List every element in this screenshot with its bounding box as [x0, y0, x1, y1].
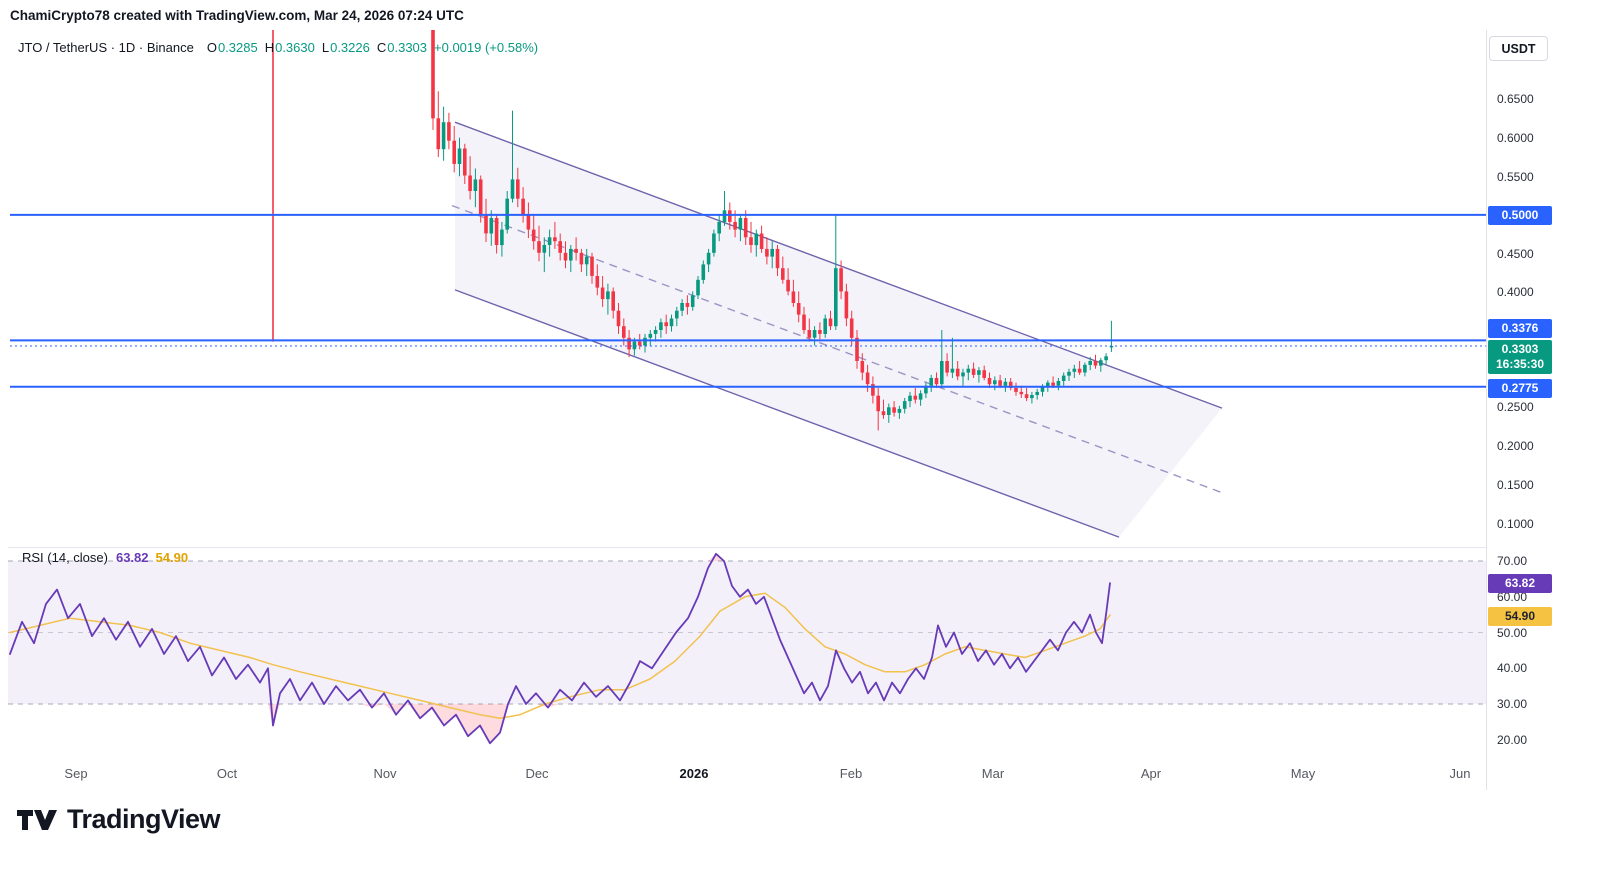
- rsi-pane[interactable]: [8, 548, 1486, 757]
- time-axis-label: Mar: [981, 766, 1005, 781]
- axis-label: 0.2000: [1497, 439, 1534, 453]
- rsi-svg: [8, 552, 1486, 745]
- ohlc-high-key: H: [264, 40, 275, 55]
- currency-toggle-button[interactable]: USDT: [1489, 36, 1548, 61]
- tradingview-logo-icon[interactable]: [16, 805, 58, 835]
- time-axis[interactable]: Sep Oct Nov Dec 2026 Feb Mar Apr May Jun: [0, 757, 1600, 793]
- axis-label: 40.00: [1497, 661, 1528, 675]
- price-badge: 0.3376: [1488, 318, 1552, 338]
- tradingview-wordmark[interactable]: TradingView: [67, 804, 221, 834]
- ohlc-close-value: 0.3303: [387, 40, 428, 55]
- ohlc-open-value: 0.3285: [217, 40, 258, 55]
- symbol-title[interactable]: JTO / TetherUS · 1D · Binance: [18, 40, 194, 55]
- axis-label: 50.00: [1497, 626, 1528, 640]
- price-badge: 63.82: [1488, 573, 1552, 593]
- time-axis-label: Apr: [1140, 766, 1162, 781]
- price-badge: 0.3303 16:35:30: [1488, 340, 1552, 374]
- rsi-current-value: 63.82: [115, 550, 149, 565]
- time-axis-label: Dec: [525, 766, 549, 781]
- axis-label: 0.1000: [1497, 517, 1534, 531]
- price-axis[interactable]: 0.6500 0.6000 0.5500 0.4500 0.4000 0.2500 0.20…: [1486, 30, 1600, 790]
- badge-line: 0.2775: [1501, 380, 1539, 395]
- badge-line: 16:35:30: [1495, 357, 1545, 371]
- time-axis-label: Nov: [373, 766, 397, 781]
- rsi-ma-value: 54.90: [155, 550, 189, 565]
- ohlc-high-value: 0.3630: [275, 40, 315, 55]
- axis-label: 0.1500: [1497, 478, 1534, 492]
- ohlc-close-key: C: [376, 40, 387, 55]
- badge-line: 0.5000: [1501, 207, 1539, 222]
- time-axis-label: Oct: [216, 766, 238, 781]
- attribution-text: ChamiCrypto78 created with TradingView.c…: [10, 8, 464, 23]
- badge-line: 63.82: [1504, 575, 1536, 590]
- price-badge: 0.5000: [1488, 205, 1552, 225]
- ohlc-low-value: 0.3226: [330, 40, 370, 55]
- time-axis-label: 2026: [679, 766, 709, 781]
- time-axis-label: Feb: [839, 766, 863, 781]
- axis-label: 0.4000: [1497, 285, 1534, 299]
- badge-line: 0.3376: [1501, 320, 1539, 335]
- time-axis-label: Jun: [1449, 766, 1471, 781]
- rsi-legend: RSI (14, close) 63.82 54.90: [22, 550, 188, 565]
- axis-label: 60.00: [1497, 590, 1528, 604]
- badge-line: 54.90: [1504, 608, 1536, 623]
- axis-label: 0.5500: [1497, 170, 1534, 184]
- rsi-indicator-title[interactable]: RSI (14, close): [22, 550, 108, 565]
- axis-label: 0.2500: [1497, 400, 1534, 414]
- axis-label: 30.00: [1497, 697, 1528, 711]
- symbol-legend: JTO / TetherUS · 1D · Binance O0.3285 H0.3…: [18, 40, 538, 55]
- footer: TradingView: [16, 804, 221, 835]
- axis-label: 0.6000: [1497, 131, 1534, 145]
- axis-label: 0.6500: [1497, 92, 1534, 106]
- axis-label: 20.00: [1497, 733, 1528, 747]
- price-pane[interactable]: [8, 30, 1486, 547]
- candlestick-svg: [10, 30, 1486, 538]
- time-axis-label: May: [1290, 766, 1316, 781]
- price-badge: 54.90: [1488, 606, 1552, 626]
- axis-label: 0.4500: [1497, 247, 1534, 261]
- ohlc-low-key: L: [321, 40, 330, 55]
- badge-line: 0.3303: [1501, 342, 1539, 356]
- pane-separator[interactable]: [8, 547, 1486, 548]
- ohlc-open-key: O: [206, 40, 217, 55]
- time-axis-label: Sep: [64, 766, 88, 781]
- price-badge: 0.2775: [1488, 378, 1552, 398]
- axis-label: 70.00: [1497, 554, 1528, 568]
- price-change: +0.0019 (+0.58%): [434, 40, 539, 55]
